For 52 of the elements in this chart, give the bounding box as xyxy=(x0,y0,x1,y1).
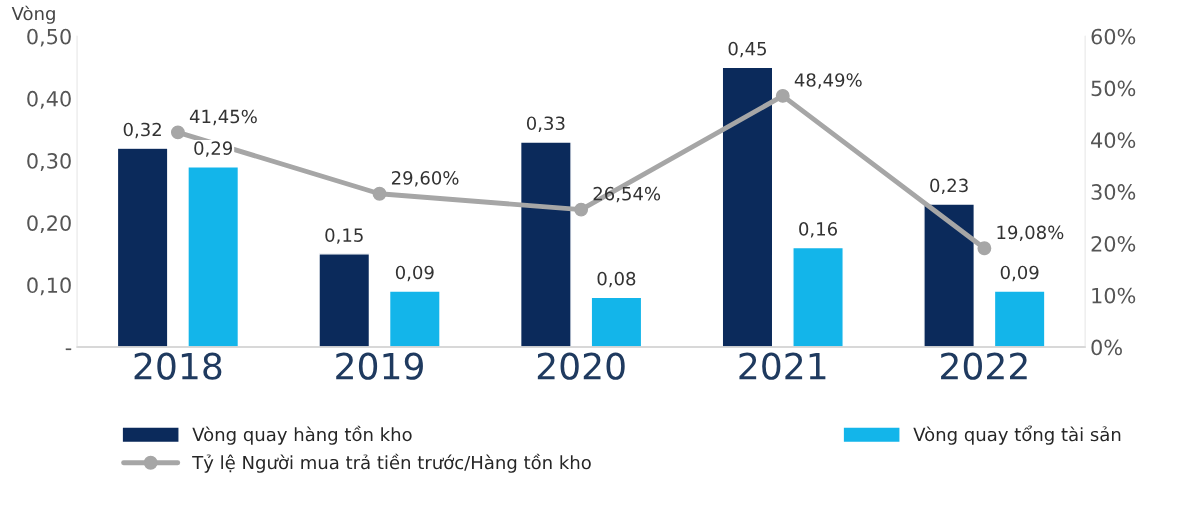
data-label: 29,60% xyxy=(391,171,459,187)
bar xyxy=(792,246,844,348)
y-tick-label: 0,40 xyxy=(27,90,71,109)
point xyxy=(372,186,387,201)
data-label: 41,45% xyxy=(189,109,257,126)
data-label: 0,32 xyxy=(123,122,161,139)
x-tick-label: 2020 xyxy=(537,352,625,380)
x-tick-label: 2019 xyxy=(336,352,423,380)
data-label: 0,08 xyxy=(597,271,636,288)
data-label: 0,23 xyxy=(930,178,968,195)
x-tick-label: 2021 xyxy=(739,352,826,380)
y2-tick-label: 50% xyxy=(1091,80,1136,97)
y2-tick-label: 10% xyxy=(1092,287,1136,304)
bar xyxy=(116,147,169,348)
point xyxy=(977,241,992,256)
y-tick-label: - xyxy=(65,348,72,351)
bar xyxy=(721,66,774,348)
y2-tick-label: 40% xyxy=(1091,132,1136,149)
data-label: 26,54% xyxy=(593,186,661,203)
bar xyxy=(923,203,975,348)
x-tick-label: 2022 xyxy=(941,352,1027,380)
legend-label: Tỷ lệ Người mua trả tiền trước/Hàng tồn kho xyxy=(192,453,591,473)
legend-label: Vòng quay hàng tồn kho xyxy=(192,425,412,445)
point xyxy=(574,202,589,217)
y2-tick-label: 20% xyxy=(1091,235,1136,252)
point xyxy=(170,125,185,140)
y-tick-label: 0,10 xyxy=(27,277,71,296)
data-label: 19,08% xyxy=(997,225,1064,242)
bar xyxy=(388,290,441,348)
data-label: 0,29 xyxy=(194,141,233,157)
point xyxy=(775,88,790,103)
data-label: 0,15 xyxy=(325,228,363,244)
data-label: 0,33 xyxy=(526,116,565,132)
bar xyxy=(519,141,572,348)
legend-label: Vòng quay tổng tài sản xyxy=(913,425,1121,445)
bar xyxy=(187,166,240,348)
bar xyxy=(993,290,1046,348)
y2-tick-label: 60% xyxy=(1091,28,1136,45)
data-label: 0,16 xyxy=(799,222,838,238)
y2-tick-label: 30% xyxy=(1091,184,1136,200)
bar xyxy=(318,253,371,348)
data-label: 48,49% xyxy=(794,73,862,89)
bar xyxy=(590,296,643,348)
data-label: 0,45 xyxy=(728,41,766,58)
y-tick-label: 0,30 xyxy=(27,153,71,171)
y-tick-label: 0,20 xyxy=(27,215,71,234)
x-tick-label: 2018 xyxy=(134,352,222,380)
y2-tick-label: 0% xyxy=(1091,339,1122,356)
data-label: 0,09 xyxy=(395,265,434,282)
y-tick-label: 0,50 xyxy=(27,28,71,47)
y-axis-title: Vòng xyxy=(11,5,55,24)
data-label: 0,09 xyxy=(1000,265,1039,282)
